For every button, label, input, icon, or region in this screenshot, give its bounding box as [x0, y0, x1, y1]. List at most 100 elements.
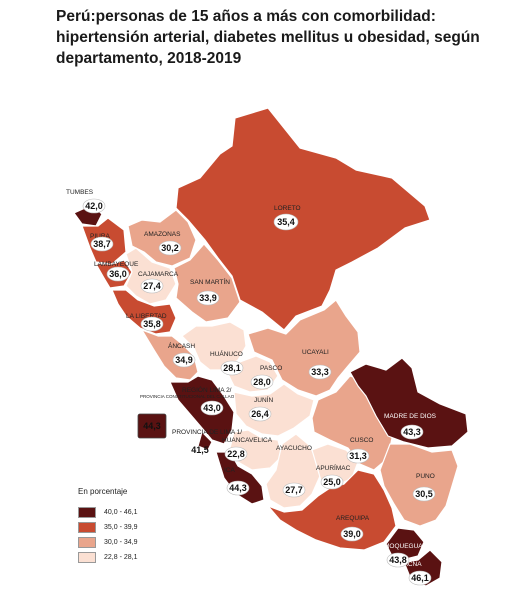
- label-ucayali: UCAYALI: [302, 349, 329, 356]
- value-lambayeque: 36,0: [106, 266, 130, 282]
- legend-title: En porcentaje: [78, 487, 128, 496]
- region-junin[interactable]: [233, 383, 315, 437]
- value-tacna: 46,1: [408, 570, 432, 586]
- label-amazonas: AMAZONAS: [144, 231, 181, 238]
- label-lambayeque: LAMBAYEQUE: [94, 261, 139, 268]
- legend-item: 30,0 - 34,9: [78, 535, 137, 550]
- legend-label: 22,8 - 28,1: [104, 554, 138, 561]
- legend-swatch: [78, 507, 96, 518]
- label-huancavelica: HUANCAVELICA: [222, 437, 273, 444]
- label-pasco: PASCO: [260, 365, 282, 372]
- value-region-lima: 43,0: [200, 400, 224, 416]
- legend-item: 22,8 - 28,1: [78, 550, 137, 565]
- region-callao[interactable]: [137, 413, 167, 439]
- value-provincia-lima: 41,5: [191, 445, 209, 455]
- svg-text:46,1: 46,1: [411, 573, 429, 583]
- svg-text:31,3: 31,3: [349, 451, 367, 461]
- label-huanuco: HUÁNUCO: [210, 349, 243, 358]
- svg-text:27,4: 27,4: [143, 281, 161, 291]
- svg-text:28,1: 28,1: [223, 363, 241, 373]
- svg-text:42,0: 42,0: [85, 201, 103, 211]
- value-ayacucho: 27,7: [282, 482, 306, 498]
- value-la-libertad: 35,8: [140, 316, 164, 332]
- region-cajamarca[interactable]: [125, 247, 177, 305]
- label-tumbes: TUMBES: [66, 189, 94, 196]
- value-callao: 44,3: [143, 421, 161, 431]
- label-ica: ICA: [224, 467, 236, 474]
- label-provincia-lima: PROVINCIA DE LIMA 1/: [172, 429, 242, 436]
- value-puno: 30,5: [412, 486, 436, 502]
- svg-text:25,0: 25,0: [323, 477, 341, 487]
- value-loreto: 35,4: [273, 213, 299, 231]
- value-pasco: 28,0: [250, 374, 274, 390]
- svg-text:34,9: 34,9: [175, 355, 193, 365]
- svg-text:44,3: 44,3: [229, 483, 247, 493]
- region-san-martin[interactable]: [173, 243, 241, 323]
- svg-text:27,7: 27,7: [285, 485, 303, 495]
- svg-text:35,4: 35,4: [277, 217, 295, 227]
- legend-label: 35,0 - 39,9: [104, 524, 138, 531]
- label-tacna: TACNA: [400, 561, 422, 568]
- label-moquegua: MOQUEGUA: [384, 543, 423, 550]
- svg-text:38,7: 38,7: [93, 239, 111, 249]
- svg-text:26,4: 26,4: [251, 409, 269, 419]
- label-ayacucho: AYACUCHO: [276, 445, 312, 452]
- legend-swatch: [78, 552, 96, 563]
- region-puno[interactable]: [379, 443, 459, 527]
- value-cajamarca: 27,4: [140, 278, 164, 294]
- label-loreto: LORETO: [274, 205, 301, 212]
- legend-label: 40,0 - 46,1: [104, 509, 138, 516]
- region-ancash[interactable]: [141, 329, 199, 381]
- label-region-lima: REGIÓN LIMA 2/: [182, 385, 232, 394]
- label-callao: PROVINCIA CONSTITUCIONAL DEL CALLAO: [140, 394, 235, 399]
- legend-swatch: [78, 522, 96, 533]
- value-huanuco: 28,1: [220, 360, 244, 376]
- label-cusco: CUSCO: [350, 437, 373, 444]
- value-san-martin: 33,9: [196, 290, 220, 306]
- map-title: Perú:personas de 15 años a más con comor…: [56, 8, 480, 67]
- svg-text:41,5: 41,5: [191, 445, 209, 455]
- label-arequipa: AREQUIPA: [336, 515, 370, 522]
- svg-text:30,2: 30,2: [161, 243, 179, 253]
- region-arequipa[interactable]: [267, 469, 397, 551]
- legend-item: 40,0 - 46,1: [78, 505, 137, 520]
- value-ica: 44,3: [226, 480, 250, 496]
- region-huanuco[interactable]: [181, 321, 247, 371]
- value-moquegua: 43,8: [386, 552, 410, 568]
- value-madre-de-dios: 43,3: [400, 424, 424, 440]
- legend: En porcentaje 40,0 - 46,1 35,0 - 39,9 30…: [78, 487, 137, 565]
- value-arequipa: 39,0: [340, 526, 364, 542]
- svg-text:30,5: 30,5: [415, 489, 433, 499]
- svg-text:44,3: 44,3: [143, 421, 161, 431]
- svg-text:39,0: 39,0: [343, 529, 361, 539]
- region-provincia-lima[interactable]: [197, 431, 213, 451]
- label-la-libertad: LA LIBERTAD: [126, 313, 167, 320]
- label-junin: JUNÍN: [254, 395, 273, 404]
- value-huancavelica: 22,8: [224, 446, 248, 462]
- svg-text:33,9: 33,9: [199, 293, 217, 303]
- region-ucayali[interactable]: [247, 299, 361, 397]
- value-junin: 26,4: [248, 406, 272, 422]
- svg-text:33,3: 33,3: [311, 367, 329, 377]
- label-cajamarca: CAJAMARCA: [138, 271, 179, 278]
- svg-text:35,8: 35,8: [143, 319, 161, 329]
- svg-text:22,8: 22,8: [227, 449, 245, 459]
- label-madre-de-dios: MADRE DE DIOS: [384, 413, 437, 420]
- value-tumbes: 42,0: [82, 198, 106, 214]
- label-puno: PUNO: [416, 473, 435, 480]
- legend-swatch: [78, 537, 96, 548]
- region-ayacucho[interactable]: [265, 433, 321, 509]
- region-madre-de-dios[interactable]: [349, 357, 469, 449]
- svg-text:36,0: 36,0: [109, 269, 127, 279]
- label-apurimac: APURÍMAC: [316, 463, 351, 472]
- label-san-martin: SAN MARTÍN: [190, 277, 230, 286]
- region-loreto[interactable]: [175, 107, 431, 331]
- svg-text:43,0: 43,0: [203, 403, 221, 413]
- label-ancash: ÁNCASH: [168, 341, 195, 350]
- svg-text:28,0: 28,0: [253, 377, 271, 387]
- value-amazonas: 30,2: [158, 240, 182, 256]
- svg-text:43,8: 43,8: [389, 555, 407, 565]
- value-cusco: 31,3: [346, 448, 370, 464]
- value-ucayali: 33,3: [308, 364, 332, 380]
